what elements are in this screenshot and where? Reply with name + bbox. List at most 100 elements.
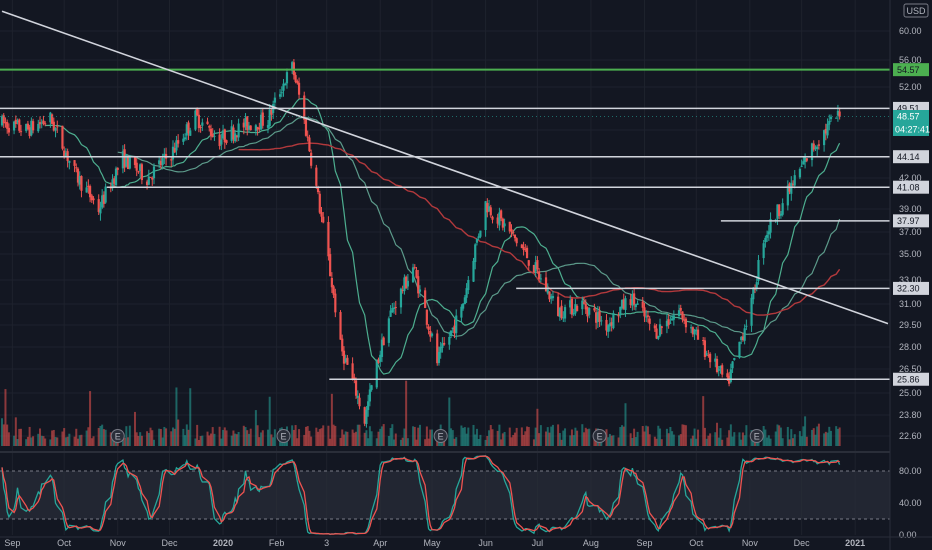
candle-body [643,307,646,317]
volume-bar [401,437,404,446]
time-tick-label: Jul [532,538,544,548]
candle-body [717,368,720,371]
candle-body [691,327,694,335]
volume-bar [387,435,390,446]
volume-bar [261,430,264,446]
candle-body [163,153,166,158]
volume-bar [778,425,781,446]
candle-body [838,111,841,117]
volume-bar [814,434,817,446]
candle-body [612,313,615,329]
volume-bar [391,424,394,446]
volume-bar [431,429,434,446]
volume-bar [569,435,572,446]
candle-body [610,322,613,326]
candle-body [437,352,441,363]
level-label-text: 37.97 [897,216,920,226]
last-price-bg [893,109,929,136]
candle-body [246,116,249,131]
volume-bar [260,432,263,446]
candle-body [261,112,264,126]
volume-bar [767,435,770,446]
candle-body [548,291,551,300]
candle-body [667,319,670,326]
volume-bar [393,439,396,446]
candle-body [791,184,795,186]
volume-bar [32,436,35,446]
candle-body [532,264,536,273]
volume-bar [462,427,465,446]
candle-body [448,336,451,345]
time-tick-label: Oct [689,538,704,548]
price-tick-label: 56.00 [899,55,922,65]
candle-body [826,123,829,136]
volume-bar [152,439,155,446]
volume-bar [159,428,162,446]
candle-body [285,72,289,84]
volume-bar [128,425,131,446]
candle-body [318,193,321,213]
candle-body [534,262,537,272]
candle-body [173,148,176,153]
volume-bar [341,429,344,446]
volume-bar [375,438,378,446]
candle-body [489,207,492,216]
volume-bar [225,430,228,446]
candle-body [539,278,542,280]
volume-bar [643,431,646,446]
currency-badge-frame [903,3,929,18]
volume-bar [244,427,247,446]
candle-body [291,62,294,71]
volume-bar [714,432,717,446]
candle-body [714,358,717,362]
candle-body [351,363,354,379]
candle-body [752,287,755,300]
volume-bar [619,427,622,446]
candle-body [182,138,185,142]
volume-bar [738,432,741,446]
volume-bar [296,438,299,446]
candle-body [572,312,575,315]
candle-body [646,315,650,317]
price-tick-label: 33.00 [899,275,922,285]
candle-body [800,165,803,167]
time-tick-label: 2020 [213,538,233,548]
candle-body [607,325,610,332]
candle-body [76,168,80,183]
volume-bar [211,427,214,446]
candle-body [569,300,572,308]
volume-bar [450,428,453,446]
volume-bar [194,438,197,446]
volume-bar [78,435,81,446]
volume-bar [332,424,335,446]
volume-bar [327,425,330,446]
volume-bar [665,428,668,446]
candle-body [282,83,285,91]
volume-bar [681,424,684,446]
candle-body [101,195,104,208]
volume-bar [486,436,489,446]
volume-bar [634,437,637,446]
volume-bar [695,438,698,446]
volume-bar [127,437,130,446]
volume-bar [102,429,105,446]
candle-body [503,223,506,227]
price-tick-label: 31.00 [899,299,922,309]
candle-body [78,176,81,185]
stoch-tick-label: 80.00 [899,466,922,476]
candle-body [441,343,444,348]
time-tick-label: Sep [636,538,652,548]
level-label: 32.30 [893,281,929,295]
volume-bar [488,430,491,446]
candle-body [522,246,525,250]
volume-bar [743,435,746,446]
volume-bar [515,427,518,446]
volume-bar [272,437,275,446]
stoch-d-line [1,455,840,535]
volume-bar [351,429,354,446]
volume-bar [187,429,190,446]
candle-body [805,158,808,161]
volume-bar [304,426,307,446]
volume-bar [564,428,567,446]
